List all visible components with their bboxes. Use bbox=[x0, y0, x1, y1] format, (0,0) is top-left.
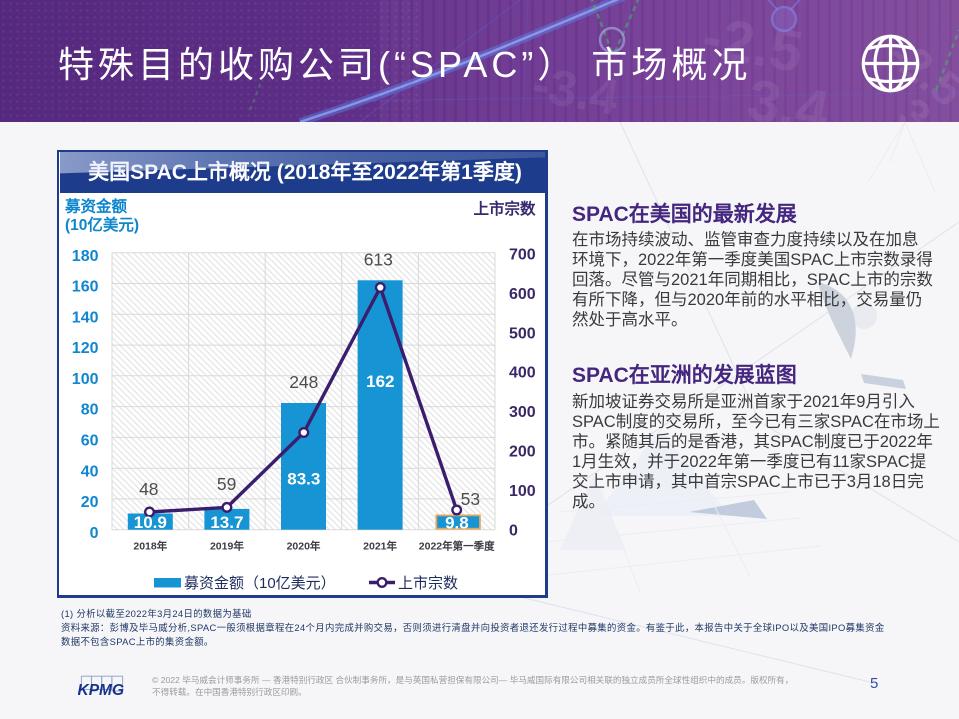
svg-text:40: 40 bbox=[81, 463, 99, 480]
svg-text:80: 80 bbox=[81, 402, 99, 419]
svg-text:48: 48 bbox=[139, 479, 158, 499]
svg-text:100: 100 bbox=[509, 483, 536, 500]
svg-text:募资金额: 募资金额 bbox=[64, 197, 128, 216]
svg-text:300: 300 bbox=[509, 404, 536, 421]
svg-text:160: 160 bbox=[72, 279, 99, 296]
svg-text:162: 162 bbox=[366, 372, 394, 391]
svg-text:53: 53 bbox=[461, 489, 480, 509]
svg-text:2022年第一季度: 2022年第一季度 bbox=[419, 540, 495, 553]
svg-text:(10亿美元): (10亿美元) bbox=[65, 215, 139, 234]
svg-text:120: 120 bbox=[72, 340, 99, 357]
svg-text:2019年: 2019年 bbox=[210, 540, 244, 553]
svg-text:500: 500 bbox=[509, 325, 536, 342]
svg-text:400: 400 bbox=[509, 365, 536, 382]
svg-text:100: 100 bbox=[72, 371, 99, 388]
svg-text:募资金额（10亿美元）: 募资金额（10亿美元） bbox=[184, 575, 336, 592]
svg-text:0: 0 bbox=[509, 522, 518, 539]
svg-text:KPMG: KPMG bbox=[78, 682, 124, 698]
svg-text:248: 248 bbox=[289, 372, 318, 392]
svg-text:上市宗数: 上市宗数 bbox=[398, 574, 458, 592]
svg-text:0: 0 bbox=[90, 525, 99, 542]
svg-text:83.3: 83.3 bbox=[287, 470, 320, 489]
svg-text:20: 20 bbox=[81, 494, 99, 511]
svg-text:700: 700 bbox=[509, 247, 536, 264]
svg-text:9.8: 9.8 bbox=[445, 514, 469, 533]
svg-text:2021年: 2021年 bbox=[363, 540, 397, 553]
svg-text:59: 59 bbox=[217, 474, 236, 494]
svg-text:600: 600 bbox=[509, 286, 536, 303]
svg-text:2020年: 2020年 bbox=[287, 540, 321, 553]
svg-text:60: 60 bbox=[81, 433, 99, 450]
svg-text:140: 140 bbox=[72, 309, 99, 326]
svg-text:2018年: 2018年 bbox=[133, 540, 167, 553]
svg-text:13.7: 13.7 bbox=[210, 513, 243, 532]
svg-text:200: 200 bbox=[509, 444, 536, 461]
svg-text:613: 613 bbox=[364, 249, 393, 269]
svg-text:180: 180 bbox=[72, 248, 99, 265]
svg-text:上市宗数: 上市宗数 bbox=[473, 199, 536, 218]
svg-text:10.9: 10.9 bbox=[134, 513, 167, 532]
